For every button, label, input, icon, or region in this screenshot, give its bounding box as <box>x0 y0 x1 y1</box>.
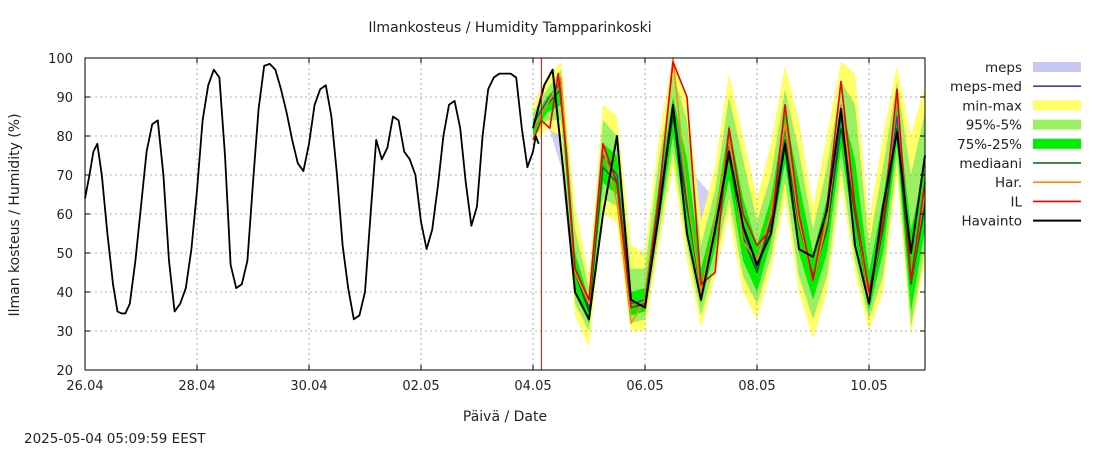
legend-label-har: Har. <box>995 175 1022 191</box>
chart-title: Ilmankosteus / Humidity Tampparinkoski <box>368 20 651 36</box>
legend-swatch-p75_25 <box>1033 138 1081 149</box>
axis-ticks: 20 30 40 50 60 70 80 90 100 26.04 28.04 30.04 02.05 0… <box>48 52 925 394</box>
legend-label-il: IL <box>1010 194 1022 210</box>
legend-swatch-p95_5 <box>1033 119 1081 130</box>
legend-label-minmax: min-max <box>962 98 1022 114</box>
x-tick-label: 26.04 <box>66 379 103 394</box>
y-tick-label: 90 <box>56 91 73 106</box>
legend-swatch-minmax <box>1033 100 1081 111</box>
series-line-havainto-fc <box>532 68 926 321</box>
legend-label-meps_med: meps-med <box>950 79 1022 95</box>
legend-swatch-meps <box>1033 62 1081 72</box>
x-axis-label: Päivä / Date <box>463 409 547 425</box>
grid <box>85 58 925 370</box>
x-tick-label: 02.05 <box>402 379 439 394</box>
y-tick-label: 80 <box>56 130 73 145</box>
y-tick-label: 100 <box>48 52 73 67</box>
y-tick-label: 50 <box>56 247 73 262</box>
y-axis-label: Ilman kosteus / Humidity (%) <box>7 113 23 316</box>
legend-label-p75_25: 75%-25% <box>957 137 1022 153</box>
legend: meps meps-med min-max 95%-5% 75%-25% mediaani… <box>950 60 1081 230</box>
y-tick-label: 70 <box>56 169 73 184</box>
x-tick-label: 04.05 <box>514 379 551 394</box>
x-tick-label: 10.05 <box>850 379 887 394</box>
x-tick-label: 08.05 <box>738 379 775 394</box>
x-tick-label: 30.04 <box>290 379 327 394</box>
series-line-havainto <box>84 62 540 321</box>
legend-label-mediaani: mediaani <box>959 156 1022 172</box>
x-tick-label: 28.04 <box>178 379 215 394</box>
y-tick-label: 20 <box>56 364 73 379</box>
footer-timestamp: 2025-05-04 05:09:59 EEST <box>24 431 206 447</box>
band-95-5- <box>533 69 925 331</box>
series-line-il <box>532 61 926 309</box>
y-tick-label: 40 <box>56 286 73 301</box>
legend-label-havainto: Havainto <box>961 214 1022 230</box>
y-tick-label: 60 <box>56 208 73 223</box>
x-tick-label: 06.05 <box>626 379 663 394</box>
y-tick-label: 30 <box>56 325 73 340</box>
legend-label-p95_5: 95%-5% <box>966 118 1022 134</box>
series-lines <box>84 57 926 324</box>
legend-label-meps: meps <box>985 60 1022 76</box>
